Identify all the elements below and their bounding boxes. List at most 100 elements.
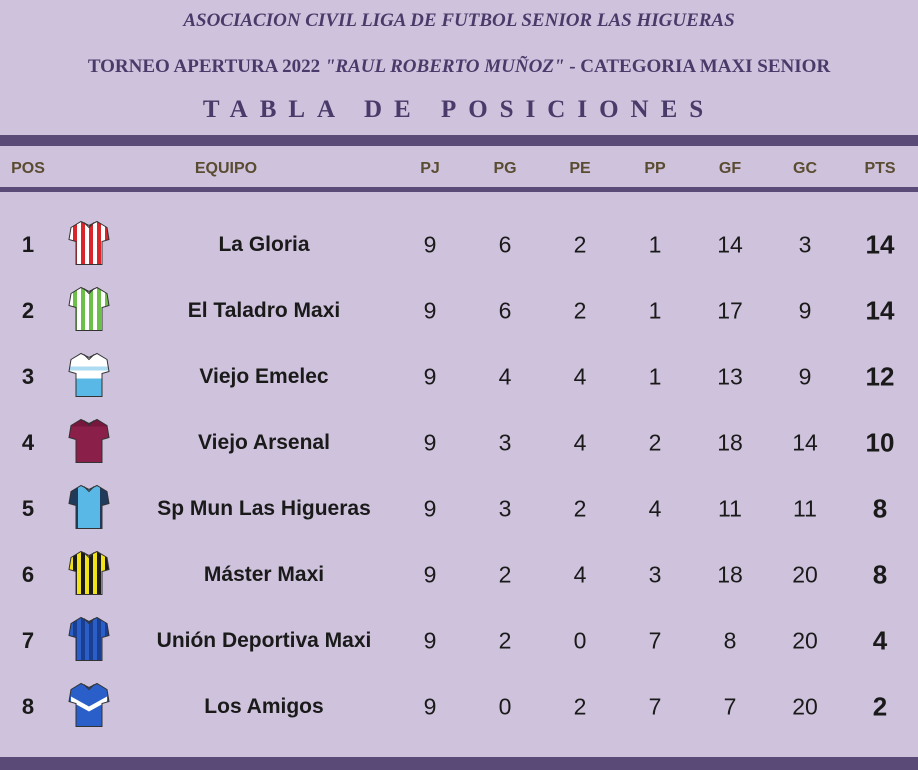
cell-gf: 8 (723, 627, 737, 654)
cell-pos: 6 (21, 562, 35, 587)
cell-pg: 6 (498, 297, 512, 324)
cell-pp: 1 (648, 231, 662, 258)
table-title: TABLA DE POSICIONES (202, 96, 716, 123)
cell-pts: 4 (872, 625, 888, 656)
cell-pj: 9 (423, 561, 437, 588)
cell-gc: 3 (798, 231, 812, 258)
cell-team: La Gloria (218, 233, 310, 256)
cell-gc: 9 (798, 363, 812, 390)
cell-team: Viejo Arsenal (198, 431, 330, 454)
team-jersey-icon (67, 285, 111, 338)
cell-pts: 8 (872, 493, 888, 524)
header-divider (0, 187, 918, 192)
cell-pg: 2 (498, 627, 512, 654)
cell-pe: 0 (573, 627, 587, 654)
cell-pos: 3 (21, 364, 35, 389)
column-header-pg: PG (493, 160, 517, 177)
cell-pe: 4 (573, 429, 587, 456)
cell-team: Máster Maxi (203, 563, 325, 586)
table-row: 2 El Taladro Maxi 9 6 2 1 17 9 14 (0, 278, 918, 344)
table-row: 5 Sp Mun Las Higueras 9 3 2 4 11 11 8 (0, 476, 918, 542)
cell-pj: 9 (423, 429, 437, 456)
cell-pp: 7 (648, 693, 662, 720)
cell-pts: 12 (865, 361, 895, 392)
cell-pp: 1 (648, 297, 662, 324)
column-header-team: EQUIPO (194, 160, 258, 177)
cell-pe: 2 (573, 495, 587, 522)
cell-gf: 13 (717, 363, 743, 390)
cell-pj: 9 (423, 495, 437, 522)
cell-gc: 9 (798, 297, 812, 324)
top-divider (0, 135, 918, 146)
cell-team: Sp Mun Las Higueras (157, 497, 371, 520)
column-header-pos: POS (11, 160, 45, 177)
cell-pg: 2 (498, 561, 512, 588)
cell-team: Viejo Emelec (199, 365, 329, 388)
cell-pg: 3 (498, 429, 512, 456)
cell-team: El Taladro Maxi (187, 299, 341, 322)
cell-gf: 14 (717, 231, 743, 258)
cell-pj: 9 (423, 297, 437, 324)
tournament-name: TORNEO APERTURA 2022 (87, 56, 325, 77)
bottom-divider (0, 757, 918, 770)
cell-pe: 2 (573, 231, 587, 258)
table-row: 3 Viejo Emelec 9 4 4 1 13 9 12 (0, 344, 918, 410)
table-row: 6 Máster Maxi 9 2 4 3 18 20 8 (0, 542, 918, 608)
cell-pj: 9 (423, 363, 437, 390)
table-row: 7 Unión Deportiva Maxi 9 2 0 7 8 20 4 (0, 608, 918, 674)
column-header-pp: PP (644, 160, 666, 177)
team-jersey-icon (67, 681, 111, 734)
league-title: ASOCIACION CIVIL LIGA DE FUTBOL SENIOR L… (183, 10, 735, 31)
cell-team: Unión Deportiva Maxi (156, 629, 372, 652)
cell-pts: 14 (865, 295, 895, 326)
cell-pg: 0 (498, 693, 512, 720)
cell-pts: 8 (872, 559, 888, 590)
cell-pp: 3 (648, 561, 662, 588)
cell-gf: 17 (717, 297, 743, 324)
cell-pj: 9 (423, 627, 437, 654)
team-jersey-icon (67, 549, 111, 602)
cell-pe: 2 (573, 297, 587, 324)
cell-pe: 4 (573, 561, 587, 588)
cell-pos: 4 (21, 430, 35, 455)
cell-gc: 14 (792, 429, 818, 456)
column-header-gc: GC (793, 160, 817, 177)
cell-pos: 2 (21, 298, 35, 323)
cell-gc: 20 (792, 627, 818, 654)
team-jersey-icon (67, 417, 111, 470)
cell-gf: 18 (717, 561, 743, 588)
cell-pos: 5 (21, 496, 35, 521)
cell-pe: 4 (573, 363, 587, 390)
column-headers: POS EQUIPO PJ PG PE PP GF GC PTS (0, 160, 918, 180)
team-jersey-icon (67, 615, 111, 668)
column-header-gf: GF (718, 160, 742, 177)
cell-pos: 1 (21, 232, 35, 257)
cell-gc: 20 (792, 561, 818, 588)
cell-pe: 2 (573, 693, 587, 720)
cell-gc: 20 (792, 693, 818, 720)
cell-gf: 7 (723, 693, 737, 720)
table-row: 1 La Gloria 9 6 2 1 14 3 14 (0, 212, 918, 278)
table-row: 4 Viejo Arsenal 9 3 4 2 18 14 10 (0, 410, 918, 476)
column-header-pts: PTS (864, 160, 896, 177)
cell-pg: 4 (498, 363, 512, 390)
cell-pg: 6 (498, 231, 512, 258)
cell-pp: 4 (648, 495, 662, 522)
cell-pos: 8 (21, 694, 35, 719)
cell-gf: 11 (718, 495, 742, 522)
team-jersey-icon (67, 483, 111, 536)
team-jersey-icon (67, 219, 111, 272)
cell-pp: 7 (648, 627, 662, 654)
cell-team: Los Amigos (204, 695, 324, 718)
column-header-pj: PJ (420, 160, 440, 177)
cell-pp: 1 (648, 363, 662, 390)
cell-gc: 11 (793, 495, 817, 522)
team-jersey-icon (67, 351, 111, 404)
cell-pg: 3 (498, 495, 512, 522)
cell-pts: 10 (865, 427, 895, 458)
cell-pos: 7 (21, 628, 35, 653)
cell-pts: 2 (872, 691, 888, 722)
tournament-title: TORNEO APERTURA 2022 "RAUL ROBERTO MUÑOZ… (0, 56, 918, 78)
cell-pts: 14 (865, 229, 895, 260)
column-header-pe: PE (569, 160, 591, 177)
